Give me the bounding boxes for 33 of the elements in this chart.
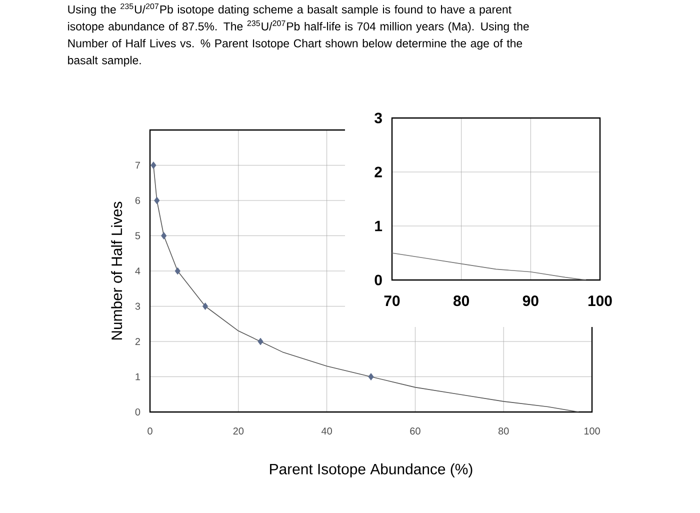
x-tick-label: 80 <box>498 428 509 435</box>
x-tick-label: 100 <box>584 428 600 435</box>
point <box>154 196 160 204</box>
y-axis-title: Number of Half Lives <box>111 202 122 340</box>
x-tick-label: 80 <box>453 296 470 306</box>
x-tick-label: 60 <box>410 428 420 435</box>
line-series <box>392 252 587 280</box>
x-tick-label: 20 <box>233 428 244 435</box>
y-tick-label: 3 <box>374 112 382 124</box>
y-tick-label: 2 <box>135 338 140 345</box>
x-tick-label: 0 <box>148 428 152 435</box>
x-tick-label: 70 <box>384 296 400 306</box>
y-tick-label: 5 <box>135 232 140 240</box>
y-tick-label: 4 <box>135 268 140 274</box>
y-tick-label: 0 <box>374 274 382 286</box>
point <box>174 267 180 275</box>
point <box>368 373 374 380</box>
point <box>150 162 156 169</box>
y-tick-label: 6 <box>135 196 140 204</box>
chart-title: Using the $^{235}$U/$^{207}$Pb isotope dating scheme a basalt sample is found to have a parent isotope abundance of 87.5%. The $^{235}$U/$^{207}$Pb half-life is 704 million years (Ma). Using the Number of Half Lives vs. % Parent Isotope Chart shown below determine the age of the basalt sample. <box>68 3 529 67</box>
x-tick-label: 40 <box>321 428 332 435</box>
point <box>258 338 264 346</box>
y-tick-label: 2 <box>374 166 382 178</box>
y-tick-label: 1 <box>375 220 382 232</box>
x-tick-label: 90 <box>522 296 538 306</box>
y-tick-label: 1 <box>136 373 140 380</box>
point <box>202 302 208 310</box>
y-tick-label: 3 <box>135 302 140 310</box>
point <box>161 232 167 240</box>
y-tick-label: 0 <box>135 408 140 416</box>
x-axis-title: Parent Isotope Abundance (%) <box>270 463 472 478</box>
x-tick-label: 100 <box>588 296 612 306</box>
y-tick-label: 7 <box>135 162 140 169</box>
